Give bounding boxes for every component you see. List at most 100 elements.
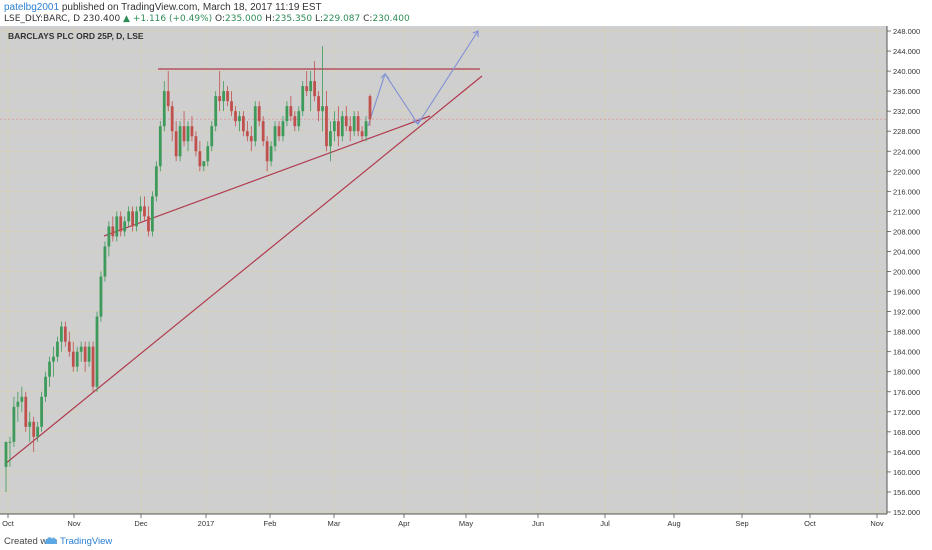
candle[interactable] (329, 121, 332, 162)
candle[interactable] (103, 241, 107, 282)
candle[interactable] (48, 356, 51, 387)
candle[interactable] (313, 61, 316, 102)
price-scale-hit[interactable] (888, 26, 932, 533)
candle[interactable] (4, 441, 8, 492)
candle[interactable] (360, 126, 364, 142)
candle[interactable] (111, 216, 115, 242)
candle[interactable] (242, 111, 245, 137)
candle[interactable] (333, 111, 336, 142)
candle[interactable] (83, 341, 87, 372)
candle[interactable] (293, 111, 297, 132)
candle[interactable] (222, 81, 225, 112)
candle[interactable] (269, 141, 273, 167)
plot-area[interactable] (0, 26, 887, 514)
candle[interactable] (131, 206, 134, 232)
candle[interactable] (63, 321, 67, 347)
time-axis[interactable]: Oct Nov Dec 2017 Feb Mar Apr May Jun Jul Aug Sep Oct… (2, 514, 884, 528)
candle[interactable] (210, 121, 214, 152)
candle[interactable] (24, 391, 28, 432)
candle[interactable] (127, 206, 131, 227)
candle[interactable] (257, 101, 261, 127)
candle[interactable] (198, 141, 202, 172)
candle[interactable] (202, 161, 206, 172)
candle[interactable] (154, 161, 158, 202)
candle[interactable] (285, 101, 289, 127)
candle[interactable] (336, 106, 340, 147)
candle[interactable] (277, 121, 281, 142)
candle[interactable] (135, 206, 138, 232)
candle[interactable] (340, 111, 344, 142)
candle[interactable] (265, 136, 269, 172)
candle[interactable] (305, 71, 309, 97)
candle[interactable] (20, 386, 24, 412)
candle[interactable] (301, 81, 305, 117)
candle[interactable] (297, 106, 301, 132)
candle[interactable] (52, 346, 55, 377)
candle[interactable] (36, 421, 40, 442)
candle[interactable] (32, 416, 36, 452)
candle[interactable] (194, 131, 198, 157)
candle[interactable] (75, 346, 79, 372)
candle[interactable] (352, 111, 356, 137)
candle[interactable] (253, 101, 257, 147)
candle[interactable] (182, 111, 186, 147)
candle[interactable] (186, 121, 190, 152)
candle[interactable] (99, 271, 103, 322)
candle[interactable] (214, 91, 218, 132)
candle[interactable] (12, 396, 16, 447)
candle[interactable] (139, 196, 142, 222)
tradingview-brand[interactable]: TradingView (60, 536, 113, 547)
candle[interactable] (147, 206, 150, 237)
candle[interactable] (170, 101, 174, 142)
candle[interactable] (60, 321, 63, 352)
candle[interactable] (123, 216, 127, 237)
candle[interactable] (289, 96, 293, 122)
candle[interactable] (166, 71, 170, 112)
candle[interactable] (348, 116, 352, 142)
candle[interactable] (44, 371, 47, 402)
candle[interactable] (178, 121, 182, 162)
candle[interactable] (368, 94, 372, 126)
projection-path[interactable] (367, 30, 479, 127)
candle[interactable] (158, 121, 162, 172)
candle[interactable] (107, 221, 111, 257)
candle[interactable] (226, 86, 229, 107)
candle[interactable] (56, 336, 59, 362)
long-trendline[interactable] (4, 75, 483, 465)
candle[interactable] (28, 411, 32, 442)
candle[interactable] (71, 341, 75, 372)
candle[interactable] (115, 211, 119, 242)
rising-trendline[interactable] (103, 115, 431, 237)
candle[interactable] (91, 341, 95, 392)
candle[interactable] (79, 341, 83, 362)
candle[interactable] (95, 311, 99, 392)
candle[interactable] (162, 81, 166, 132)
author-link[interactable]: patelbg2001 (4, 2, 60, 13)
candle[interactable] (16, 391, 20, 422)
candle[interactable] (67, 331, 71, 357)
candle[interactable] (273, 121, 277, 152)
candle[interactable] (234, 106, 237, 127)
candle[interactable] (245, 121, 249, 142)
candle[interactable] (309, 71, 313, 112)
candle[interactable] (230, 91, 233, 117)
price-axis[interactable]: 152.000 156.000 160.000 164.000 168.000 172.0… (887, 27, 920, 517)
price-chart[interactable]: BARCLAYS PLC ORD 25P, D, LSE 152.000 156.… (0, 26, 932, 533)
candle[interactable] (317, 91, 320, 122)
candle[interactable] (238, 111, 241, 132)
candle[interactable] (321, 46, 324, 132)
candle[interactable] (249, 126, 253, 152)
candle[interactable] (364, 116, 368, 142)
candle[interactable] (151, 191, 154, 237)
candle[interactable] (344, 106, 348, 132)
candle[interactable] (87, 341, 91, 367)
candle[interactable] (206, 141, 210, 167)
candle[interactable] (218, 71, 222, 112)
candle[interactable] (143, 196, 146, 222)
candle[interactable] (261, 116, 265, 147)
candle[interactable] (356, 111, 360, 137)
candle[interactable] (40, 391, 43, 432)
candle[interactable] (281, 116, 285, 142)
candle[interactable] (8, 436, 12, 467)
candle[interactable] (174, 121, 178, 162)
